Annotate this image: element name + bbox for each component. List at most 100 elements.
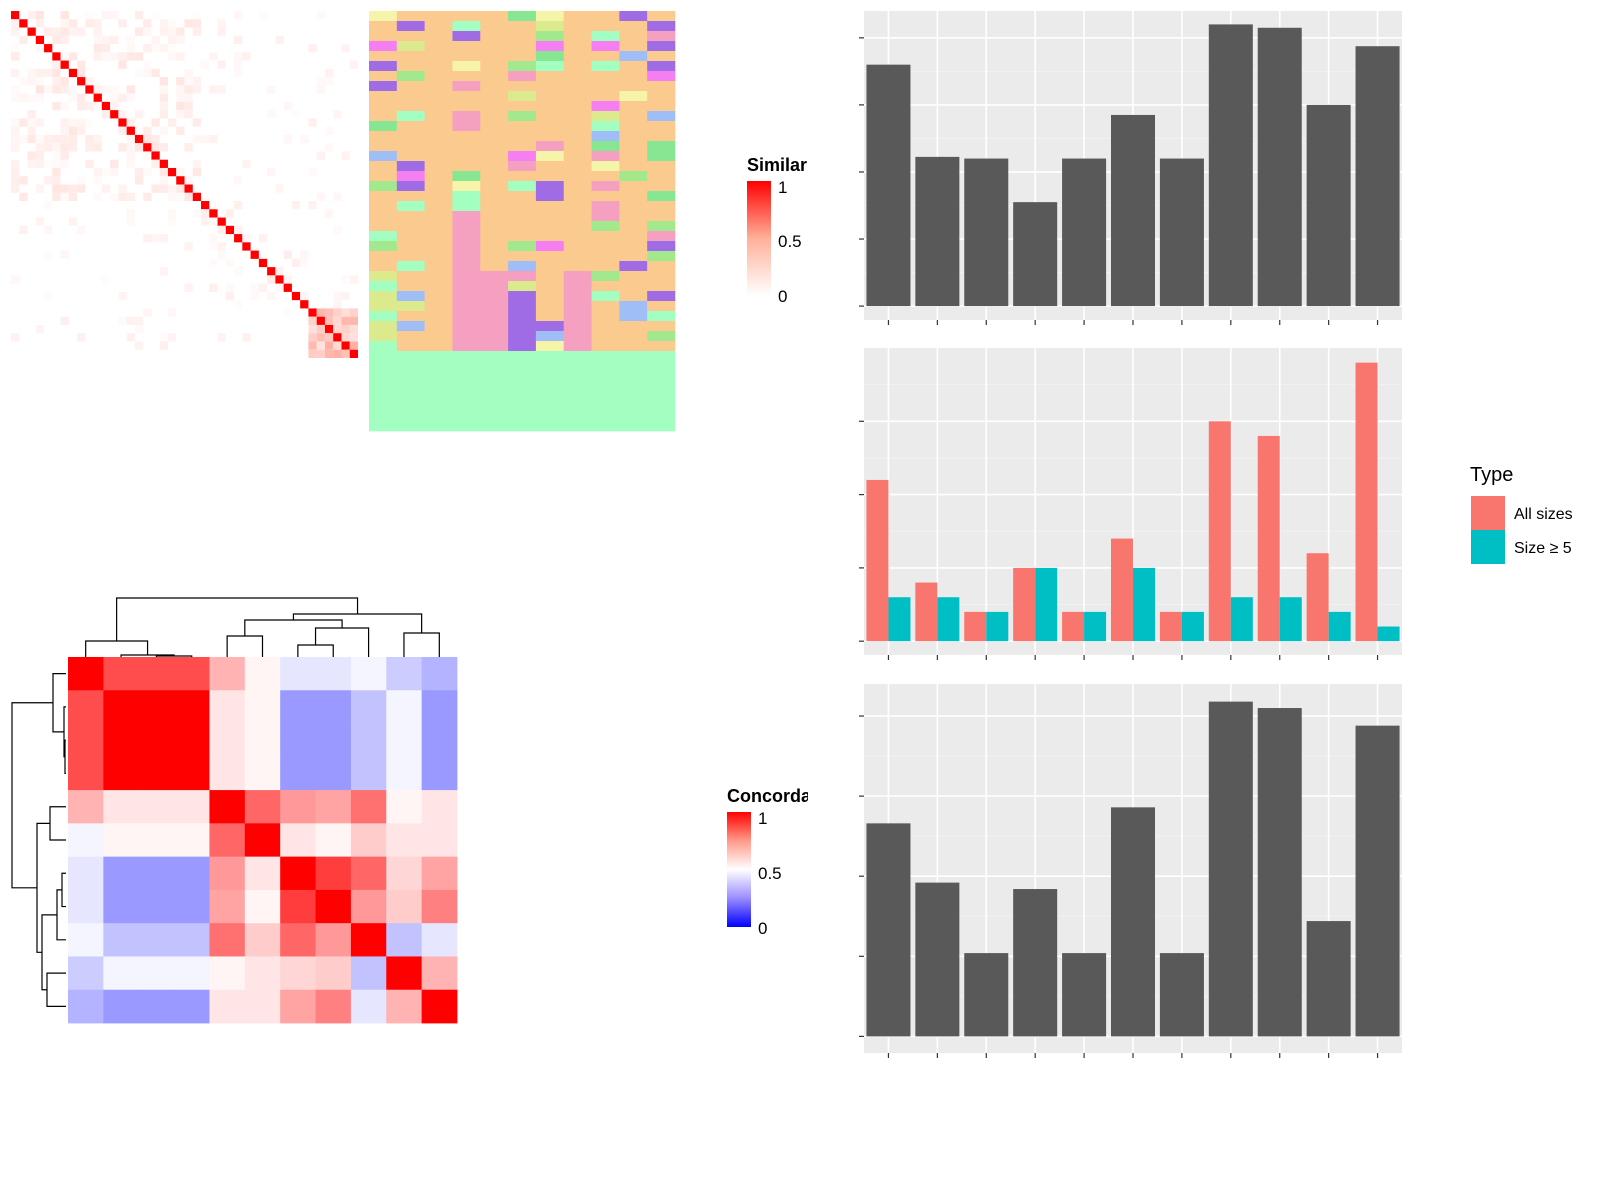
membership-cell: [396, 311, 425, 322]
membership-cell: [424, 361, 453, 372]
membership-cell: [508, 391, 537, 402]
similarity-cell: [68, 217, 78, 226]
concordance-cell: [174, 923, 210, 957]
membership-cell: [396, 21, 425, 32]
membership-cell: [452, 91, 481, 102]
membership-cell: [563, 21, 592, 32]
similarity-cell: [159, 341, 168, 350]
similarity-cell: [275, 275, 284, 284]
membership-cell: [480, 231, 509, 242]
similarity-cell: [60, 85, 69, 94]
concordance-cell: [350, 856, 387, 891]
similarity-cell: [118, 93, 127, 102]
similarity-cell: [300, 291, 309, 301]
similarity-cell: [209, 242, 218, 251]
similarity-cell: [341, 324, 350, 334]
membership-cell: [535, 291, 565, 302]
similarity-cell: [258, 258, 268, 268]
similarity-cell: [201, 201, 210, 210]
similarity-cell: [27, 126, 36, 135]
membership-cell: [619, 221, 648, 232]
similarity-cell: [93, 19, 102, 28]
similarity-cell: [225, 291, 235, 301]
similarity-cell: [143, 19, 152, 28]
similarity-cell: [44, 176, 53, 185]
similarity-cell: [283, 101, 292, 111]
membership-cell: [535, 41, 565, 52]
membership-cell: [619, 31, 648, 42]
membership-cell: [619, 401, 648, 412]
similarity-cell: [184, 77, 193, 86]
membership-cell: [508, 111, 537, 122]
similarity-cell: [60, 159, 69, 168]
similarity-cell: [101, 85, 111, 94]
similarity-cell: [118, 126, 127, 135]
membership-cell: [535, 81, 565, 92]
membership-cell: [452, 51, 481, 62]
similarity-cell: [19, 93, 28, 102]
similarity-cell: [324, 349, 334, 358]
similarity-cell: [324, 143, 334, 152]
similarity-cell: [159, 167, 168, 177]
membership-cell: [369, 141, 398, 152]
concordance-cell: [174, 790, 210, 824]
membership-cell: [480, 131, 509, 142]
similarity-cell: [11, 118, 20, 127]
concordance-cell: [244, 889, 281, 924]
membership-cell: [535, 411, 565, 422]
similarity-cell: [85, 11, 94, 20]
membership-cell: [619, 311, 648, 322]
similarity-cell: [52, 77, 61, 86]
membership-cell: [591, 381, 620, 392]
similarity-cell: [68, 85, 78, 94]
membership-cell: [591, 101, 620, 112]
similarity-cell: [19, 134, 28, 144]
similarity-cell: [209, 85, 218, 94]
membership-cell: [452, 181, 481, 192]
similarity-cell: [217, 85, 226, 94]
membership-cell: [396, 271, 425, 282]
similarity-cell: [201, 217, 210, 226]
membership-cell: [369, 411, 398, 422]
membership-cell: [647, 261, 676, 272]
membership-cell: [369, 81, 398, 92]
similarity-cell: [324, 333, 334, 342]
membership-cell: [591, 401, 620, 412]
similarity-cell: [151, 184, 160, 193]
concordance-cell: [280, 657, 316, 691]
bar-chart-3: [859, 684, 1402, 1058]
membership-cell: [508, 121, 537, 132]
concordance-cell: [138, 823, 175, 858]
membership-cell: [563, 91, 592, 102]
membership-cell: [535, 211, 565, 222]
similarity-cell: [134, 68, 144, 78]
concordance-cell: [209, 756, 246, 791]
membership-cell: [563, 401, 592, 412]
concordance-cell: [103, 989, 140, 1024]
similarity-cell: [19, 118, 28, 127]
similarity-cell: [184, 85, 193, 94]
similarity-cell: [101, 44, 111, 53]
membership-cell: [591, 41, 620, 52]
similarity-cell: [11, 27, 20, 36]
bar-kmeans: [915, 882, 960, 1037]
membership-cell: [619, 231, 648, 242]
membership-cell: [396, 51, 425, 62]
concordance-cell: [244, 756, 281, 791]
concordance-cell: [386, 856, 423, 891]
membership-cell: [452, 71, 481, 82]
membership-cell: [563, 101, 592, 112]
similarity-cell: [324, 316, 334, 325]
membership-cell: [396, 81, 425, 92]
membership-cell: [480, 181, 509, 192]
membership-cell: [369, 391, 398, 402]
similarity-cell: [234, 11, 243, 20]
concordance-cell: [421, 923, 458, 957]
membership-cell: [563, 181, 592, 192]
membership-cell: [535, 261, 565, 272]
similarity-cell: [192, 167, 202, 177]
membership-cell: [508, 31, 537, 42]
membership-cell: [424, 171, 453, 182]
membership-cell: [424, 131, 453, 142]
bar-chart-2: [859, 348, 1402, 660]
